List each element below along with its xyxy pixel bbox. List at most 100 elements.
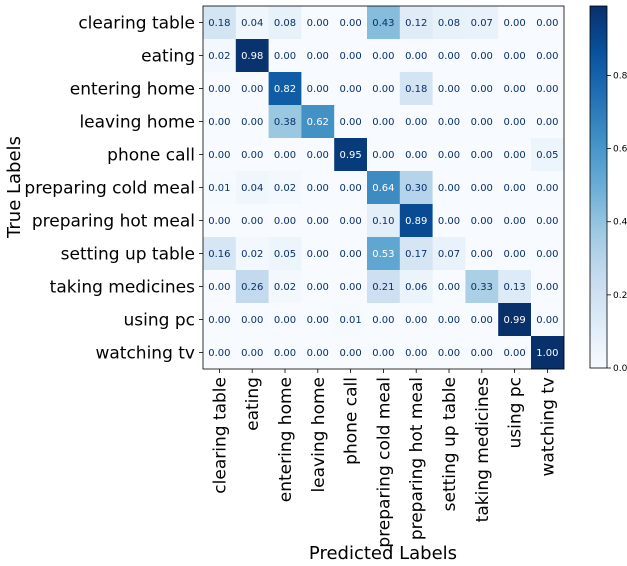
cell-value-label: 0.05 (536, 150, 558, 161)
colorbar-tick-label: 0.4 (613, 218, 627, 228)
heatmap-cell (334, 171, 368, 205)
heatmap-cell (268, 270, 302, 304)
cell-value-label: 0.00 (339, 84, 361, 95)
cell-value-label: 0.00 (241, 117, 263, 128)
cell-value-label: 0.01 (208, 183, 230, 194)
cell-value-label: 0.00 (438, 315, 460, 326)
cell-value-label: 0.30 (405, 183, 427, 194)
heatmap-cell (498, 336, 532, 370)
cell-value-label: 0.00 (241, 348, 263, 359)
heatmap-cell (399, 72, 433, 106)
cell-value-label: 0.62 (307, 117, 329, 128)
heatmap-cell (432, 270, 466, 304)
heatmap-cell (531, 72, 565, 106)
heatmap-cell (301, 171, 335, 205)
heatmap-cell (399, 204, 433, 238)
x-tick-label: clearing table (210, 377, 230, 494)
heatmap-cell (367, 270, 401, 304)
heatmap-cell (399, 39, 433, 73)
cell-value-label: 0.00 (536, 84, 558, 95)
cell-value-label: 0.00 (405, 51, 427, 62)
heatmap-cell (367, 105, 401, 139)
heatmap-cell (203, 39, 237, 73)
colorbar-ticks: 0.0 0.2 0.4 0.6 0.8 (607, 71, 627, 374)
heatmap-cell (432, 336, 466, 370)
heatmap-cell (498, 138, 532, 172)
cell-value-label: 0.00 (307, 282, 329, 293)
x-tick-label: leaving home (309, 377, 329, 493)
cell-value-label: 0.21 (372, 282, 394, 293)
heatmap-cell (432, 72, 466, 106)
cell-value-label: 0.08 (274, 18, 296, 29)
cell-value-label: 0.16 (208, 249, 230, 260)
heatmap-cell (235, 105, 269, 139)
cell-value-label: 0.00 (438, 150, 460, 161)
heatmap-cell (334, 138, 368, 172)
y-tick-label: using pc (124, 311, 195, 331)
heatmap-cell (235, 171, 269, 205)
cell-value-label: 0.00 (274, 150, 296, 161)
cell-value-label: 0.00 (274, 51, 296, 62)
cell-value-label: 0.00 (208, 315, 230, 326)
heatmap-cell (334, 39, 368, 73)
heatmap-cell (531, 171, 565, 205)
heatmap-cell (235, 6, 269, 40)
cell-value-label: 0.00 (372, 51, 394, 62)
cell-value-label: 0.00 (405, 117, 427, 128)
cell-value-label: 0.00 (339, 117, 361, 128)
heatmap-cell (301, 138, 335, 172)
y-axis-label: True Labels (4, 136, 25, 239)
y-tick-label: eating (141, 47, 195, 67)
cell-value-label: 0.00 (307, 51, 329, 62)
heatmap-cell (301, 6, 335, 40)
heatmap-cell (203, 72, 237, 106)
heatmap-cell (334, 6, 368, 40)
cell-value-label: 0.00 (471, 249, 493, 260)
heatmap-cell (334, 270, 368, 304)
cell-value-label: 0.00 (438, 348, 460, 359)
cell-value-label: 0.00 (536, 51, 558, 62)
cell-value-label: 0.17 (405, 249, 427, 260)
heatmap-cell (268, 72, 302, 106)
heatmap-cell (399, 6, 433, 40)
cell-value-label: 0.00 (339, 348, 361, 359)
x-tick-label: preparing cold meal (374, 377, 394, 548)
heatmap-cell (399, 105, 433, 139)
cell-value-label: 0.00 (503, 216, 525, 227)
heatmap-cell (531, 204, 565, 238)
cell-value-label: 0.98 (241, 51, 263, 62)
heatmap-cell (301, 270, 335, 304)
cell-value-label: 0.00 (307, 84, 329, 95)
cell-value-label: 0.33 (471, 282, 493, 293)
cell-value-label: 0.00 (241, 84, 263, 95)
cell-value-label: 0.00 (307, 18, 329, 29)
cell-value-label: 0.38 (274, 117, 296, 128)
cell-value-label: 0.00 (372, 84, 394, 95)
cell-value-label: 0.00 (438, 51, 460, 62)
colorbar-tick-label: 0.0 (613, 364, 627, 374)
heatmap-cell (203, 237, 237, 271)
cell-value-label: 0.00 (471, 315, 493, 326)
cell-value-label: 0.02 (208, 51, 230, 62)
heatmap-cell (465, 138, 499, 172)
heatmap-cell (203, 171, 237, 205)
heatmap-cell (465, 204, 499, 238)
y-tick-label: preparing cold meal (24, 179, 195, 199)
cell-value-label: 0.00 (372, 117, 394, 128)
heatmap-cell (498, 6, 532, 40)
cell-value-label: 0.00 (405, 315, 427, 326)
heatmap-cell (465, 39, 499, 73)
heatmap-cell (203, 105, 237, 139)
cell-value-label: 0.18 (208, 18, 230, 29)
heatmap-cell (498, 105, 532, 139)
x-tick-label: using pc (506, 377, 526, 448)
cell-value-label: 0.00 (339, 282, 361, 293)
cell-value-label: 0.07 (438, 249, 460, 260)
cell-value-label: 0.26 (241, 282, 263, 293)
y-tick-label: taking medicines (50, 278, 195, 298)
heatmap-cell (531, 270, 565, 304)
heatmap-cell (498, 171, 532, 205)
cell-value-label: 0.00 (372, 348, 394, 359)
heatmap-cell (531, 6, 565, 40)
cell-value-label: 0.00 (307, 249, 329, 260)
